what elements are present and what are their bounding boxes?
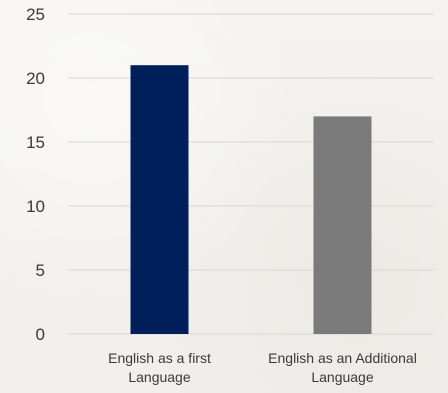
- bar: [130, 65, 189, 334]
- x-category-label: Language: [311, 369, 374, 385]
- x-category-label: Language: [128, 369, 191, 385]
- x-category-label: English as a first: [108, 350, 211, 366]
- x-category-label: English as an Additional: [268, 350, 417, 366]
- y-tick-label: 20: [26, 69, 45, 88]
- y-tick-label: 15: [26, 133, 45, 152]
- y-tick-label: 10: [26, 197, 45, 216]
- y-tick-label: 0: [36, 325, 45, 344]
- y-tick-label: 5: [36, 261, 45, 280]
- y-tick-label: 25: [26, 5, 45, 24]
- bar: [313, 116, 372, 335]
